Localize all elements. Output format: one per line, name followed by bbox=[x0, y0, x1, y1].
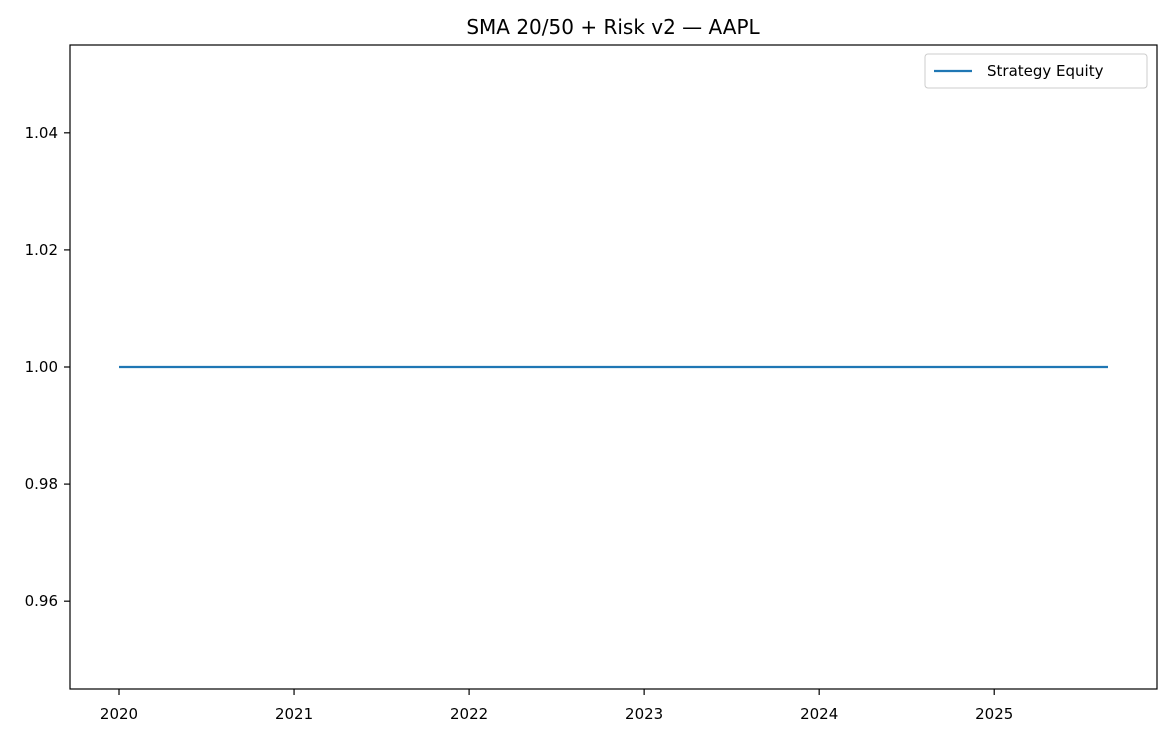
chart-title: SMA 20/50 + Risk v2 — AAPL bbox=[466, 15, 760, 39]
y-tick-label: 0.98 bbox=[25, 475, 58, 493]
x-tick-label: 2021 bbox=[275, 705, 313, 723]
axes: 2020 2021 2022 2023 2024 2025 0.96 0.98 1.00 1.02… bbox=[25, 44, 1158, 723]
legend: Strategy Equity bbox=[924, 53, 1148, 89]
x-tick-label: 2024 bbox=[800, 705, 838, 723]
y-tick-label: 0.96 bbox=[25, 592, 58, 610]
y-tick-label: 1.00 bbox=[25, 358, 58, 376]
x-tick-label: 2025 bbox=[975, 705, 1013, 723]
x-tick-label: 2022 bbox=[450, 705, 488, 723]
legend-label: Strategy Equity bbox=[987, 62, 1104, 80]
y-tick-label: 1.04 bbox=[25, 124, 58, 142]
x-tick-label: 2020 bbox=[100, 705, 138, 723]
y-tick-label: 1.02 bbox=[25, 241, 58, 259]
x-tick-label: 2023 bbox=[625, 705, 663, 723]
legend-box bbox=[924, 53, 1148, 89]
plot-area bbox=[70, 45, 1157, 689]
